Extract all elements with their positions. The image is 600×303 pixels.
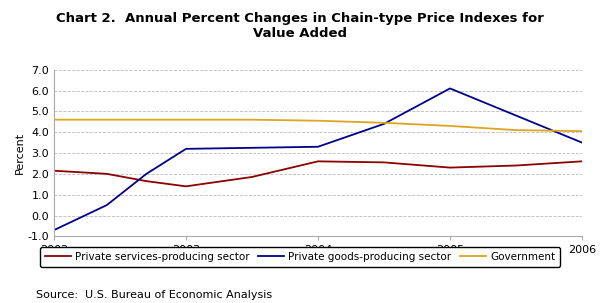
Line: Government: Government (54, 120, 582, 131)
Private services-producing sector (182, 185, 190, 188)
Government (578, 129, 586, 133)
Government (248, 118, 256, 122)
Private services-producing sector (103, 172, 110, 176)
Private services-producing sector (314, 159, 322, 163)
Private goods-producing sector (182, 147, 190, 151)
Government (103, 118, 110, 122)
Private services-producing sector (143, 179, 150, 183)
Government (380, 121, 388, 125)
Private goods-producing sector (380, 122, 388, 126)
Private goods-producing sector (578, 141, 586, 145)
Legend: Private services-producing sector, Private goods-producing sector, Government: Private services-producing sector, Priva… (40, 247, 560, 268)
Private goods-producing sector (446, 87, 454, 90)
Private goods-producing sector (103, 203, 110, 207)
Private services-producing sector (512, 164, 520, 167)
Y-axis label: Percent: Percent (15, 132, 25, 174)
Line: Private goods-producing sector: Private goods-producing sector (54, 88, 582, 230)
Private services-producing sector (50, 169, 58, 172)
Government (182, 118, 190, 122)
Text: Chart 2.  Annual Percent Changes in Chain-type Price Indexes for
Value Added: Chart 2. Annual Percent Changes in Chain… (56, 12, 544, 40)
Private services-producing sector (446, 166, 454, 169)
Private goods-producing sector (314, 145, 322, 148)
Line: Private services-producing sector: Private services-producing sector (54, 161, 582, 186)
Government (446, 124, 454, 128)
Text: Source:  U.S. Bureau of Economic Analysis: Source: U.S. Bureau of Economic Analysis (36, 290, 272, 300)
Private services-producing sector (248, 175, 256, 179)
Government (50, 118, 58, 122)
Private services-producing sector (578, 159, 586, 163)
Government (314, 119, 322, 122)
Government (512, 128, 520, 132)
Private goods-producing sector (512, 114, 520, 117)
Private goods-producing sector (143, 172, 150, 176)
Private services-producing sector (380, 161, 388, 164)
Private goods-producing sector (50, 228, 58, 232)
Private goods-producing sector (248, 146, 256, 150)
Government (143, 118, 150, 122)
